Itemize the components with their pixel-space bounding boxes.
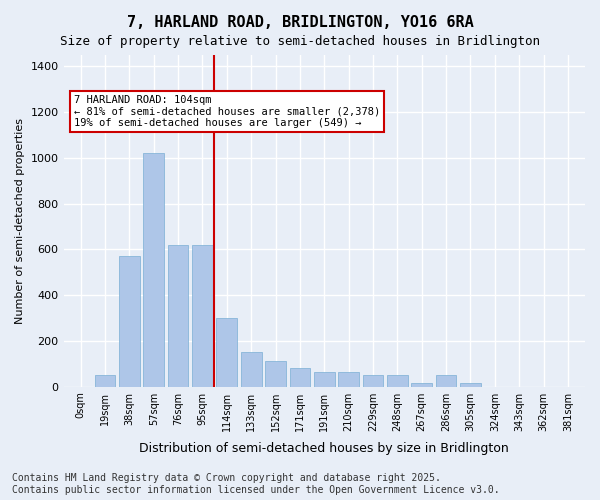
- Bar: [168, 245, 188, 386]
- Text: Size of property relative to semi-detached houses in Bridlington: Size of property relative to semi-detach…: [60, 35, 540, 48]
- Bar: [192, 245, 213, 386]
- Bar: [338, 372, 359, 386]
- Bar: [412, 383, 432, 386]
- Bar: [290, 368, 310, 386]
- Bar: [217, 318, 237, 386]
- Bar: [265, 362, 286, 386]
- Bar: [387, 375, 408, 386]
- Text: 7 HARLAND ROAD: 104sqm
← 81% of semi-detached houses are smaller (2,378)
19% of : 7 HARLAND ROAD: 104sqm ← 81% of semi-det…: [74, 95, 380, 128]
- Y-axis label: Number of semi-detached properties: Number of semi-detached properties: [15, 118, 25, 324]
- Bar: [95, 375, 115, 386]
- Bar: [362, 375, 383, 386]
- Bar: [241, 352, 262, 386]
- Text: 7, HARLAND ROAD, BRIDLINGTON, YO16 6RA: 7, HARLAND ROAD, BRIDLINGTON, YO16 6RA: [127, 15, 473, 30]
- Bar: [119, 256, 140, 386]
- X-axis label: Distribution of semi-detached houses by size in Bridlington: Distribution of semi-detached houses by …: [139, 442, 509, 455]
- Bar: [143, 154, 164, 386]
- Bar: [314, 372, 335, 386]
- Bar: [436, 375, 457, 386]
- Bar: [460, 383, 481, 386]
- Text: Contains HM Land Registry data © Crown copyright and database right 2025.
Contai: Contains HM Land Registry data © Crown c…: [12, 474, 500, 495]
